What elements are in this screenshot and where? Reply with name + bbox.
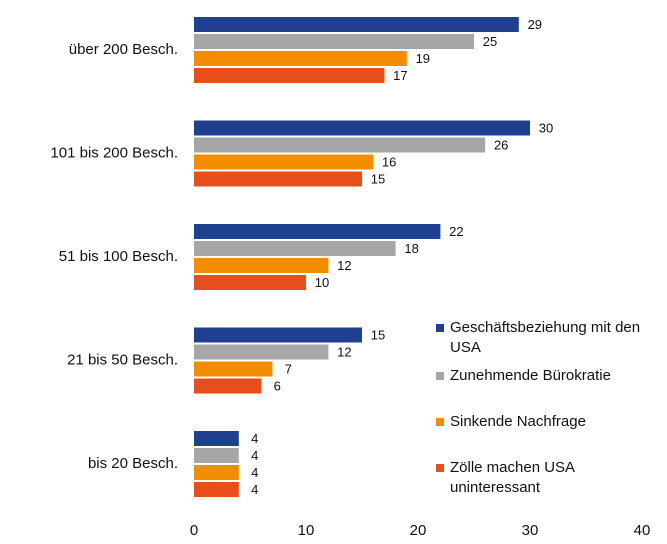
bar [194,431,239,446]
bar [194,224,441,239]
legend-label: Zölle machen USA uninteressant [450,459,575,496]
bar [194,361,273,377]
x-tick-label: 10 [298,522,315,539]
bar [194,68,385,83]
category-label: 51 bis 100 Besch. [59,248,178,265]
legend-item: Zunehmende Bürokratie [436,366,651,386]
x-tick-label: 20 [410,522,427,539]
x-tick-label: 40 [634,522,651,539]
legend-item: Zölle machen USA uninteressant [436,458,651,498]
value-label: 6 [274,378,281,393]
value-label: 29 [528,17,542,32]
legend-item: Geschäftsbeziehung mit den USA [436,318,651,358]
value-label: 10 [315,275,329,290]
value-label: 18 [404,241,418,256]
bar [194,327,362,343]
bar [194,137,486,153]
bar [194,51,407,66]
legend-swatch [436,324,444,332]
category-label: über 200 Besch. [69,41,178,58]
bar [194,378,262,394]
value-label: 4 [251,482,258,497]
legend-label: Zunehmende Bürokratie [450,367,611,384]
legend-swatch [436,464,444,472]
bar [194,258,329,273]
category-label: bis 20 Besch. [88,455,178,472]
value-label: 15 [371,327,385,342]
bar [194,482,239,497]
bar [194,120,530,136]
value-label: 12 [337,258,351,273]
value-label: 25 [483,34,497,49]
bar [194,275,306,290]
bar [194,17,519,32]
value-label: 15 [371,171,385,186]
value-label: 19 [416,51,430,66]
legend-swatch [436,418,444,426]
value-label: 4 [251,431,258,446]
value-label: 16 [382,154,396,169]
bar [194,34,474,49]
value-label: 22 [449,224,463,239]
value-label: 17 [393,68,407,83]
bar [194,344,329,360]
bar [194,465,239,480]
legend: Geschäftsbeziehung mit den USA Zunehmende… [436,318,651,498]
value-label: 12 [337,344,351,359]
legend-label: Geschäftsbeziehung mit den USA [450,319,641,356]
legend-label: Sinkende Nachfrage [450,413,586,430]
bar [194,241,396,256]
category-label: 21 bis 50 Besch. [67,351,178,368]
x-tick-label: 0 [190,522,198,539]
value-label: 4 [251,448,258,463]
value-label: 30 [539,120,553,135]
value-label: 26 [494,137,508,152]
value-label: 4 [251,465,258,480]
legend-swatch [436,372,444,380]
category-label: 101 bis 200 Besch. [50,144,178,161]
bar [194,171,362,187]
x-tick-label: 30 [522,522,539,539]
bar [194,448,239,463]
bar [194,154,374,170]
value-label: 7 [285,361,292,376]
legend-item: Sinkende Nachfrage [436,412,651,432]
